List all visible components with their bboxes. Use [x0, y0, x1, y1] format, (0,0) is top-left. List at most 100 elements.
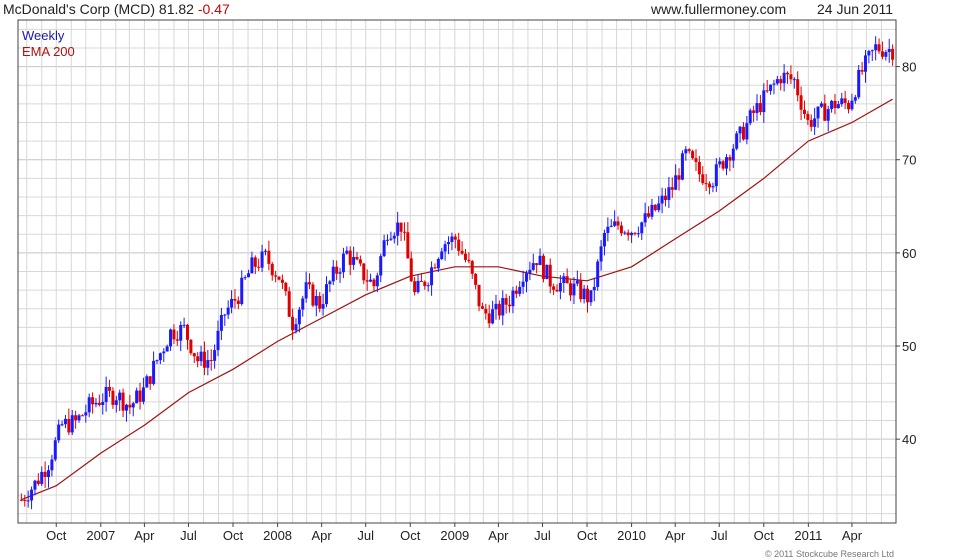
weekly-body-down — [555, 289, 559, 292]
weekly-body-up — [94, 402, 98, 405]
weekly-body-down — [616, 221, 620, 226]
weekly-body-up — [294, 324, 298, 331]
x-tick-label: Jul — [180, 528, 197, 543]
weekly-body-down — [423, 281, 427, 287]
x-tick-label: Jul — [711, 528, 728, 543]
weekly-body-down — [358, 259, 362, 264]
weekly-body-up — [382, 240, 386, 257]
weekly-body-up — [735, 133, 739, 149]
weekly-body-down — [728, 157, 732, 161]
weekly-body-down — [121, 392, 125, 411]
ema-layer — [21, 98, 893, 501]
weekly-body-down — [257, 266, 261, 268]
ema-line — [21, 98, 893, 501]
weekly-body-up — [416, 280, 420, 293]
x-tick-label: Apr — [665, 528, 686, 543]
weekly-body-down — [843, 98, 847, 103]
weekly-body-up — [60, 424, 64, 426]
weekly-body-down — [470, 261, 474, 274]
weekly-body-up — [104, 386, 108, 402]
weekly-body-up — [738, 126, 742, 134]
weekly-body-up — [155, 360, 159, 362]
weekly-body-down — [687, 149, 691, 152]
weekly-body-up — [755, 103, 759, 113]
weekly-body-down — [372, 279, 376, 287]
weekly-body-down — [880, 51, 884, 57]
weekly-body-up — [596, 261, 600, 287]
weekly-body-up — [745, 123, 749, 140]
weekly-body-down — [697, 161, 701, 175]
weekly-body-up — [643, 213, 647, 223]
weekly-body-down — [741, 126, 745, 140]
chart-date: 24 Jun 2011 — [817, 1, 894, 17]
weekly-body-up — [501, 298, 505, 316]
weekly-body-up — [30, 489, 34, 501]
symbol-text: McDonald's Corp (MCD) — [3, 1, 156, 17]
weekly-body-down — [318, 296, 322, 309]
website-link[interactable]: www.fullermoney.com — [651, 1, 787, 17]
x-tick-label: Jul — [534, 528, 551, 543]
x-tick-label: Jul — [357, 528, 374, 543]
weekly-body-down — [67, 418, 71, 433]
weekly-body-down — [308, 282, 312, 285]
weekly-body-down — [647, 213, 651, 217]
weekly-body-down — [253, 257, 257, 267]
weekly-body-up — [379, 256, 383, 276]
weekly-body-down — [202, 351, 206, 368]
weekly-body-up — [718, 161, 722, 165]
weekly-body-up — [389, 238, 393, 240]
x-tick-label: 2010 — [617, 528, 646, 543]
weekly-body-up — [494, 303, 498, 310]
weekly-body-up — [345, 250, 349, 254]
y-tick-label: 60 — [902, 246, 916, 261]
weekly-body-up — [328, 281, 332, 285]
weekly-body-down — [497, 303, 501, 316]
weekly-body-up — [341, 253, 345, 273]
weekly-body-down — [185, 324, 189, 340]
weekly-body-up — [436, 259, 440, 269]
weekly-body-up — [674, 175, 678, 190]
weekly-body-down — [758, 103, 762, 113]
weekly-body-down — [362, 263, 366, 281]
weekly-body-down — [786, 72, 790, 75]
weekly-body-up — [230, 298, 234, 308]
weekly-body-down — [463, 253, 467, 260]
weekly-body-up — [297, 309, 301, 325]
weekly-body-down — [663, 195, 667, 200]
weekly-body-down — [148, 376, 152, 384]
weekly-body-up — [40, 471, 44, 484]
weekly-body-down — [236, 300, 240, 304]
weekly-body-up — [77, 415, 81, 421]
weekly-body-up — [321, 304, 325, 309]
weekly-body-down — [514, 290, 518, 294]
weekly-body-up — [386, 239, 390, 241]
weekly-body-up — [518, 286, 522, 294]
weekly-body-up — [853, 97, 857, 101]
weekly-body-up — [250, 257, 254, 274]
weekly-body-up — [70, 415, 74, 433]
weekly-body-up — [145, 376, 149, 388]
weekly-body-down — [569, 283, 573, 296]
weekly-body-up — [118, 392, 122, 401]
x-tick-label: 2011 — [794, 528, 822, 543]
weekly-body-up — [531, 263, 535, 270]
legend-weekly: Weekly — [22, 28, 65, 43]
weekly-body-up — [748, 110, 752, 124]
weekly-body-up — [179, 325, 183, 341]
weekly-body-up — [602, 232, 606, 247]
weekly-body-down — [487, 313, 491, 324]
weekly-body-up — [226, 307, 230, 315]
weekly-body-up — [440, 251, 444, 260]
weekly-body-up — [219, 315, 223, 331]
chart-title: McDonald's Corp (MCD) 81.82 -0.47 — [3, 1, 230, 17]
grid — [18, 20, 896, 523]
weekly-body-down — [80, 415, 84, 417]
weekly-body-down — [111, 390, 115, 405]
weekly-body-down — [419, 280, 423, 282]
weekly-body-up — [511, 290, 515, 307]
weekly-body-down — [708, 183, 712, 188]
weekly-body-down — [335, 266, 339, 274]
weekly-body-down — [460, 250, 464, 254]
weekly-body-down — [653, 204, 657, 211]
weekly-body-down — [399, 222, 403, 232]
